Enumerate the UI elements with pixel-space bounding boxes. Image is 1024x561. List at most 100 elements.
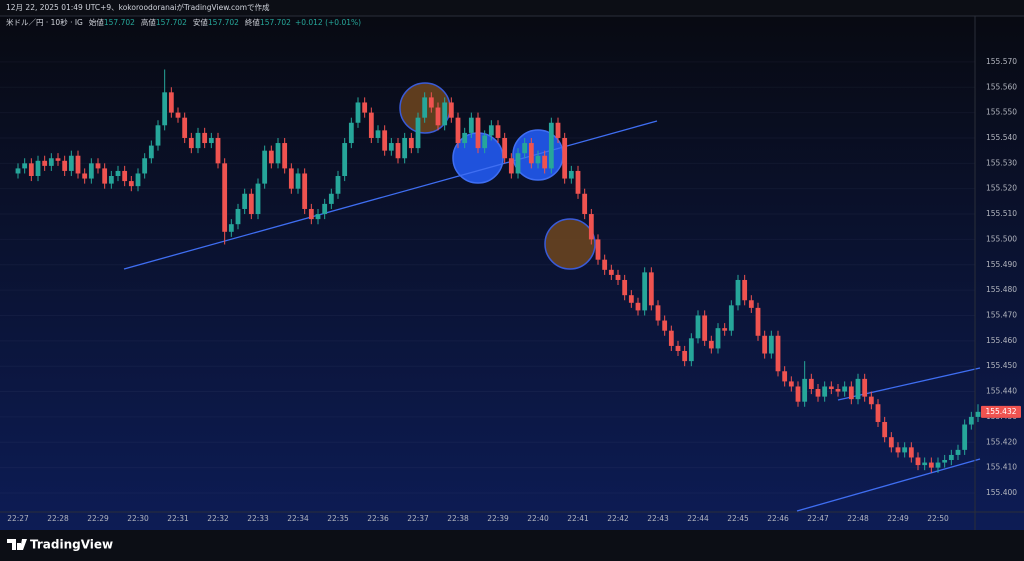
plot-background [0,16,1024,530]
candle-body [335,176,341,194]
candle-body [855,378,861,400]
candle-body [208,137,214,144]
candle-body [748,300,754,308]
candle-body [848,386,854,400]
candle-body [295,173,301,189]
candle-body [128,181,134,187]
x-tick-label: 22:44 [687,514,709,523]
candle-body [508,158,514,174]
y-tick-label: 155.460 [986,336,1017,345]
candle-body [388,143,394,151]
candle-body [308,208,314,220]
candle-body [582,193,588,215]
candle-body [422,97,428,118]
candle-body [215,137,221,164]
y-tick-label: 155.400 [986,488,1017,497]
candle-body [275,143,281,164]
candle-body [455,117,461,144]
candle-body [915,457,921,466]
candle-body [968,416,974,425]
x-tick-label: 22:41 [567,514,589,523]
legend-label: 高値 [141,17,156,27]
candle-body [755,307,761,336]
candle-body [155,125,161,146]
candle-body [868,396,874,405]
x-tick-label: 22:47 [807,514,829,523]
x-tick-label: 22:35 [327,514,349,523]
candle-body [962,424,968,450]
candle-body [575,170,581,194]
candle-body [242,193,248,209]
candle-body [255,183,261,215]
y-tick-label: 155.560 [986,82,1017,91]
candle-body [815,389,821,397]
candle-body [955,449,961,455]
candle-body [635,302,641,311]
candle-body [568,170,574,179]
candle-body [182,117,188,138]
legend-value: 157.702 [208,18,239,27]
candle-body [542,155,548,169]
candle-body [448,102,454,118]
candle-body [315,214,321,220]
y-tick-label: 155.470 [986,310,1017,319]
candle-body [842,386,848,392]
candle-body [362,102,368,113]
candle-body [428,97,434,108]
caption: 12月 22, 2025 01:49 UTC+9、kokoroodoranaiが… [6,2,270,12]
candle-body [482,135,488,149]
candle-body [268,150,274,164]
candle-body [888,437,894,448]
legend-label: 終値 [245,17,260,27]
candle-body [195,132,201,149]
candle-body [502,137,508,159]
y-tick-label: 155.440 [986,387,1017,396]
candle-body [162,92,168,126]
candle-body [408,137,414,149]
y-tick-label: 155.510 [986,209,1017,218]
candle-body [775,335,781,372]
candle-body [95,163,101,169]
candle-body [588,214,594,240]
candle-body [682,350,688,362]
candle-body [235,208,241,225]
candle-body [188,137,194,149]
candle-body [175,112,181,118]
candle-body [102,168,108,184]
candle-body [148,145,154,159]
x-tick-label: 22:31 [167,514,189,523]
x-tick-label: 22:36 [367,514,389,523]
candle-body [395,143,401,159]
candle-body [922,462,928,466]
candle-body [528,143,534,164]
candle-body [675,345,681,351]
candle-body [62,160,68,171]
candle-body [735,279,741,306]
candle-body [435,107,441,126]
last-price-label: 155.432 [985,407,1016,416]
candle-body [522,143,528,154]
candle-body [462,132,468,144]
candle-body [782,371,788,382]
candle-body [368,112,374,138]
candle-body [828,386,834,390]
candle-body [282,143,288,169]
candle-body [168,92,174,113]
candle-body [715,328,721,349]
legend-change: +0.012 (+0.01%) [295,18,361,27]
candle-body [608,269,614,275]
highlight-circle [544,218,596,270]
candle-body [382,130,388,151]
candle-body [342,143,348,177]
y-tick-label: 155.450 [986,361,1017,370]
candle-body [15,168,21,174]
candle-body [808,378,814,390]
candle-body [468,117,474,133]
candle-body [495,125,501,138]
candle-body [928,462,934,468]
candle-body [895,447,901,453]
candle-body [948,454,954,461]
candle-body [668,330,674,346]
candle-body [28,163,34,177]
legend-value: 157.702 [156,18,187,27]
